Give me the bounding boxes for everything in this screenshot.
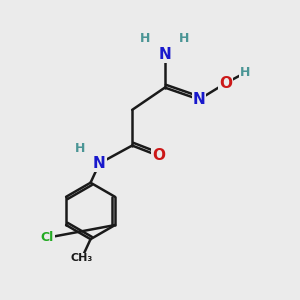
Text: O: O bbox=[219, 76, 232, 91]
Text: N: N bbox=[93, 156, 106, 171]
Text: O: O bbox=[152, 148, 165, 164]
Text: N: N bbox=[193, 92, 206, 107]
Text: N: N bbox=[158, 47, 171, 62]
Text: CH₃: CH₃ bbox=[70, 254, 93, 263]
Text: H: H bbox=[240, 66, 250, 79]
Text: H: H bbox=[140, 32, 151, 45]
Text: H: H bbox=[75, 142, 85, 155]
Text: H: H bbox=[179, 32, 189, 45]
Text: Cl: Cl bbox=[41, 231, 54, 244]
